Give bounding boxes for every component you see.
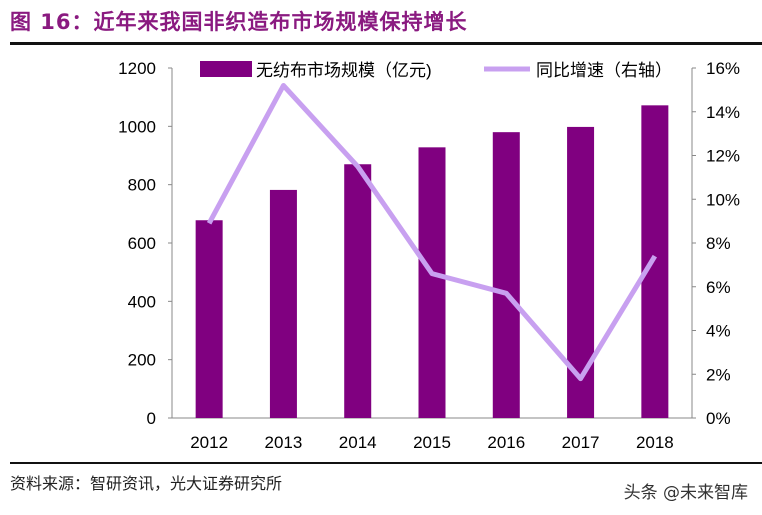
left-tick-label: 800 [128, 176, 156, 195]
x-tick-label: 2016 [487, 433, 525, 452]
right-tick-label: 0% [706, 409, 731, 428]
left-tick-label: 1200 [118, 59, 156, 78]
left-tick-label: 0 [147, 409, 156, 428]
top-rule [10, 42, 762, 45]
bar-2018 [641, 105, 669, 418]
chart-title: 图 16：近年来我国非织造布市场规模保持增长 [10, 10, 468, 34]
left-tick-label: 600 [128, 234, 156, 253]
chart: 0 200 400 600 800 1000 1200 0% 2% 4% 6% 8% 10% 12% 14%… [118, 59, 740, 452]
bar-2015 [418, 147, 446, 419]
x-tick-label: 2015 [413, 433, 451, 452]
right-tick-label: 6% [706, 278, 731, 297]
x-tick-label: 2018 [636, 433, 674, 452]
bar-2012 [195, 220, 223, 418]
bar-2014 [344, 164, 372, 418]
legend-bar-label: 无纺布市场规模（亿元) [256, 61, 432, 80]
legend-line-label: 同比增速（右轴） [536, 61, 672, 80]
bottom-rule [10, 462, 762, 464]
x-tick-label: 2012 [190, 433, 228, 452]
right-tick-label: 8% [706, 234, 731, 253]
right-tick-label: 2% [706, 365, 731, 384]
right-tick-label: 14% [706, 103, 740, 122]
source-note: 资料来源：智研资讯，光大证券研究所 [10, 474, 283, 493]
right-tick-label: 16% [706, 59, 740, 78]
x-tick-label: 2017 [562, 433, 600, 452]
watermark: 头条 @未来智库 [623, 483, 748, 503]
right-tick-label: 12% [706, 147, 740, 166]
legend-bar-swatch [200, 61, 252, 77]
right-tick-label: 10% [706, 190, 740, 209]
left-tick-label: 1000 [118, 117, 156, 136]
right-tick-label: 4% [706, 322, 731, 341]
x-tick-label: 2013 [265, 433, 303, 452]
left-tick-label: 200 [128, 351, 156, 370]
bar-2016 [492, 132, 520, 418]
left-tick-label: 400 [128, 292, 156, 311]
x-tick-label: 2014 [339, 433, 377, 452]
bar-2013 [269, 189, 297, 418]
